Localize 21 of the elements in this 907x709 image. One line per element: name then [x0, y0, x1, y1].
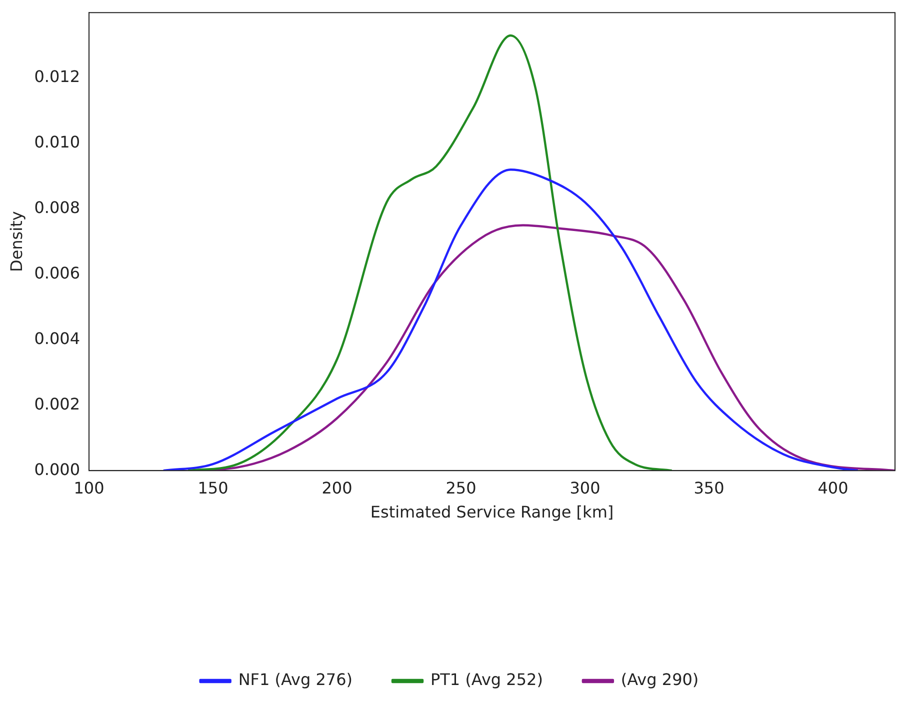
y-tick-label: 0.000	[34, 460, 80, 479]
x-tick-label: 350	[694, 478, 724, 498]
x-tick-label: 200	[322, 478, 352, 498]
line-series	[162, 168, 859, 471]
x-axis-title: Estimated Service Range [km]	[370, 502, 614, 522]
y-tick-label: 0.012	[34, 67, 80, 86]
legend-label: (Avg 290)	[620, 670, 699, 690]
y-tick-label: 0.008	[34, 198, 80, 218]
x-tick-label: 250	[446, 478, 476, 498]
x-tick-label: 150	[198, 478, 228, 498]
y-tick-label: 0.006	[34, 263, 80, 282]
x-tick-label: 300	[570, 478, 600, 498]
x-tick-label: 400	[818, 478, 848, 498]
y-tick-label: 0.004	[34, 328, 80, 348]
x-tick-label: 100	[74, 478, 104, 498]
y-tick-label: 0.002	[34, 394, 80, 414]
y-axis-title: Density	[6, 211, 26, 272]
legend-label: NF1 (Avg 276)	[238, 670, 353, 690]
line-series	[187, 34, 673, 471]
legend-label: PT1 (Avg 252)	[430, 670, 543, 690]
y-tick-label: 0.010	[34, 132, 80, 152]
